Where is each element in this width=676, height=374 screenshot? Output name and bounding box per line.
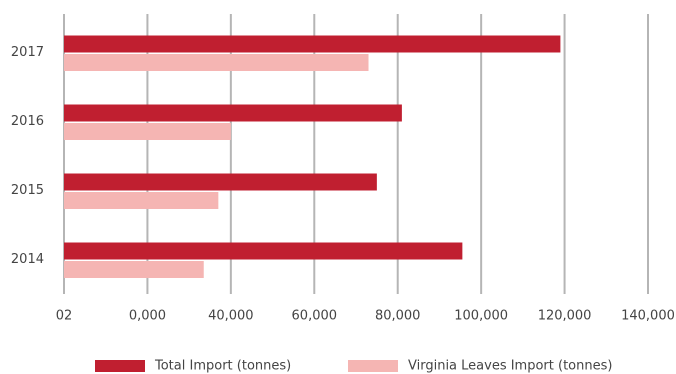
bar — [64, 242, 463, 260]
y-tick-label: 2015 — [11, 183, 44, 198]
legend-label: Total Import (tonnes) — [154, 359, 291, 374]
bar — [64, 54, 369, 71]
bar — [64, 35, 561, 53]
bar — [64, 173, 377, 191]
bar — [64, 192, 219, 209]
bar — [64, 261, 204, 278]
x-tick-label: 0,000 — [129, 309, 166, 324]
x-tick-label: 140,000 — [621, 309, 675, 324]
legend-swatch — [95, 360, 145, 372]
x-tick-label: 100,000 — [454, 309, 508, 324]
x-tick-label: 80,000 — [375, 309, 421, 324]
legend-swatch — [348, 360, 398, 372]
bar — [64, 123, 231, 140]
x-tick-label: 120,000 — [538, 309, 592, 324]
y-tick-label: 2014 — [11, 252, 44, 267]
bar — [64, 104, 402, 122]
x-tick-label: 60,000 — [292, 309, 338, 324]
x-tick-label: 02 — [56, 309, 73, 324]
y-tick-label: 2017 — [11, 45, 44, 60]
y-tick-label: 2016 — [11, 114, 44, 129]
legend-label: Virginia Leaves Import (tonnes) — [408, 359, 612, 374]
x-tick-label: 40,000 — [208, 309, 254, 324]
